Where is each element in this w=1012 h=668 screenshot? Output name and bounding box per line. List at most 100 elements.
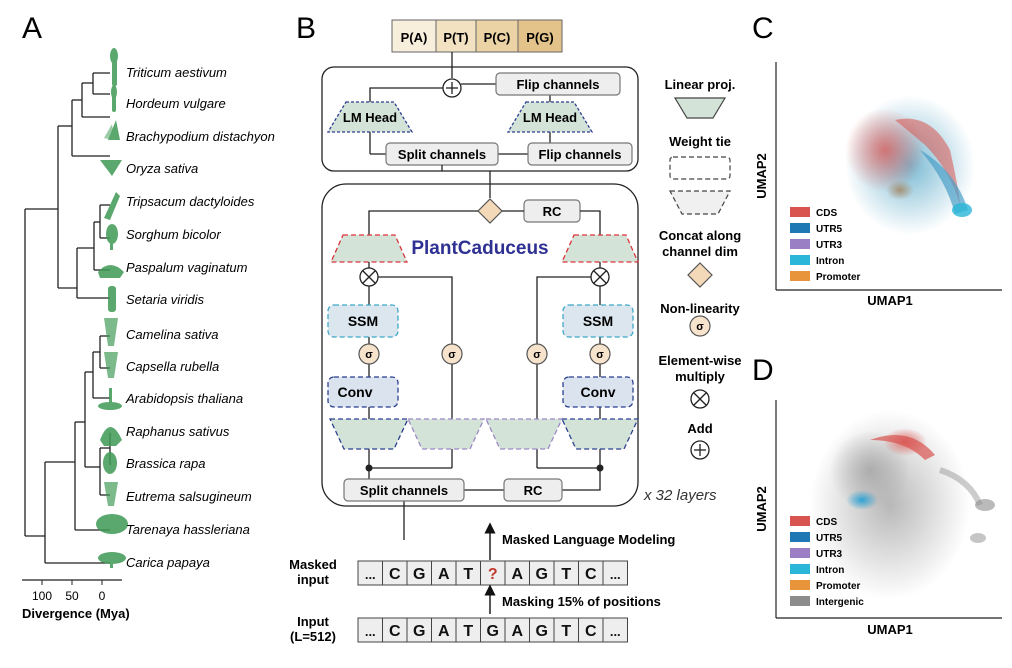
rc-label: RC [543,204,562,219]
species-label: Hordeum vulgare [126,96,226,111]
sequence-letter: C [389,623,401,640]
legend-swatch [790,271,810,281]
species-label: Arabidopsis thaliana [125,391,243,406]
masked-input-label: Masked [289,557,337,572]
conv-block-right [562,376,634,408]
plant-icon-carica [98,552,126,568]
flip-channels-label: Flip channels [538,147,621,162]
sequence-letter: ... [365,624,376,639]
linear-proj-out-left [328,418,410,450]
species-label: Capsella rubella [126,359,219,374]
add-icon [690,440,710,460]
legend-label: UTR3 [816,549,843,560]
sequence-letter: G [413,623,425,640]
ssm-label: SSM [348,313,378,329]
sequence-letter: C [389,566,401,583]
rc-label: RC [524,483,543,498]
legend-label: Promoter [816,581,861,592]
sequence-cell [431,560,457,586]
architecture-legend: Linear proj. Weight tie Concat along cha… [658,77,742,460]
axis-tick: 0 [99,589,106,603]
species-labels: Triticum aestivum Hordeum vulgare Brachy… [125,65,275,570]
species-label: Raphanus sativus [126,424,230,439]
legend-label: UTR5 [816,224,843,235]
conv-label: Conv [338,384,373,400]
axis-tick: 50 [65,589,79,603]
sequence-letter: G [536,623,548,640]
masked-input-label: input [297,572,329,587]
legend-label: CDS [816,208,837,219]
legend-swatch [790,239,810,249]
x-axis-label: UMAP1 [867,293,913,308]
umap-legend: CDS UTR5 UTR3 Intron Promoter Intergenic [790,516,864,608]
panel-a: A [22,12,275,621]
sequence-cell [480,617,506,643]
sequence-letter: T [561,566,571,583]
conv-block-left [327,376,399,408]
species-label: Camelina sativa [126,327,219,342]
sequence-letter: T [463,566,473,583]
sequence-cell [553,617,579,643]
species-label: Brachypodium distachyon [126,129,275,144]
plant-icon-hordeum [111,85,117,112]
panel-b: B P(A) P(T) P(C) P(G) [289,12,741,644]
plant-icon-arabidopsis [98,388,122,410]
sequence-cell [504,560,530,586]
masking-label: Masking 15% of positions [502,594,661,609]
divergence-axis: 100 50 0 Divergence (Mya) [22,579,130,621]
species-label: Brassica rapa [126,456,205,471]
legend-label: CDS [816,517,837,528]
lm-head-label: LM Head [523,110,577,125]
output-probabilities: P(A) P(T) P(C) P(G) [391,19,563,53]
panel-d-letter: D [752,354,774,387]
plant-icon-oryza [100,160,122,176]
sequence-letter: C [585,566,597,583]
panel-c-letter: C [752,12,774,45]
lm-head-block: Flip channels LM Head LM Head Split chan… [321,66,639,172]
panel-b-letter: B [296,12,316,45]
ssm-label: SSM [583,313,613,329]
legend-swatch [790,548,810,558]
umap-scatter [810,410,995,600]
species-label: Eutrema salsugineum [126,489,252,504]
legend-concat-label: Concat along [659,228,741,243]
sigma-label: σ [696,321,704,333]
sequence-cell [578,560,604,586]
sequence-cell [553,560,579,586]
plant-icons [96,48,128,568]
sequence-letter: A [438,566,450,583]
conv-label: Conv [581,384,616,400]
species-label: Tarenaya hassleriana [126,522,250,537]
legend-swatch [790,516,810,526]
sequence-letter: G [487,623,499,640]
sequence-letter: G [413,566,425,583]
species-label: Oryza sativa [126,161,198,176]
sigma-icon [689,315,711,337]
plant-icon-tarenaya [96,514,128,534]
lm-head-right [506,101,594,133]
legend-label: Intergenic [816,597,864,608]
plant-icon-capsella [104,352,118,378]
plant-icon-paspalum [98,265,124,278]
masked-sequence: ... C G A T? A G T C... [357,560,628,586]
sequence-cell [382,560,408,586]
linear-proj-in-left [329,234,409,263]
species-label: Setaria viridis [126,292,205,307]
weight-tie-trapezoid-icon [669,190,731,215]
output-label: P(G) [526,30,553,45]
output-label: P(A) [401,30,428,45]
species-label: Paspalum vaginatum [126,260,248,275]
flip-channels-label: Flip channels [516,77,599,92]
sigma-label: σ [596,349,604,361]
sequence-letter: C [585,623,597,640]
plant-icon-raphanus [100,427,122,446]
linear-proj-in-right [560,234,640,263]
sigma-icon [589,343,611,365]
legend-elementwise-label: Element-wise [658,353,741,368]
sequence-letter: ? [488,566,498,583]
panel-d: D UMAP2 UMAP1 CDS UTR5 UTR3 Intron Promoter I… [752,354,1002,637]
legend-swatch [790,596,810,606]
species-label: Sorghum bicolor [126,227,221,242]
plant-icon-brassica [103,452,117,474]
